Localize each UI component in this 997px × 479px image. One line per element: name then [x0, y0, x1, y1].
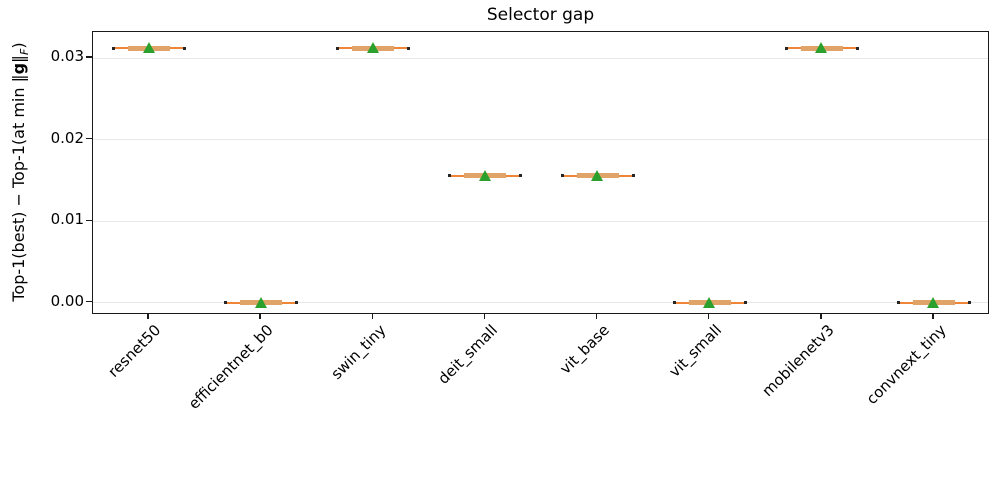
y-axis-label: Top-1(best) − Top-1(at min ‖g‖F) — [9, 42, 31, 301]
cap-right — [295, 301, 299, 305]
cap-left — [896, 301, 900, 305]
mean-marker-icon — [815, 42, 828, 54]
cap-right — [407, 46, 411, 50]
chart-title: Selector gap — [486, 5, 595, 25]
x-tick — [483, 314, 486, 319]
cap-left — [560, 174, 564, 178]
x-tick — [147, 314, 149, 319]
y-tick-label: 0.00 — [50, 291, 84, 310]
x-tick-label: vit_small — [665, 321, 726, 381]
x-tick — [371, 314, 373, 319]
cap-right — [631, 174, 635, 178]
cap-left — [112, 46, 116, 50]
cap-right — [855, 46, 859, 50]
cap-right — [743, 301, 747, 305]
cap-left — [336, 46, 340, 50]
gridline — [93, 220, 988, 222]
mean-marker-icon — [366, 42, 379, 54]
x-tick — [820, 314, 822, 319]
y-tick-label: 0.01 — [50, 210, 84, 229]
cap-left — [224, 301, 228, 305]
mean-marker-icon — [142, 42, 155, 54]
gridline — [93, 57, 988, 59]
cap-right — [519, 174, 523, 178]
y-axis-label-text: Top-1(best) − Top-1(at min — [8, 82, 28, 302]
y-tick — [86, 301, 92, 303]
norm-close: ‖ — [8, 54, 28, 63]
y-tick — [86, 137, 92, 140]
x-tick — [595, 314, 598, 319]
mean-marker-icon — [254, 296, 267, 308]
x-tick-label: swin_tiny — [327, 321, 390, 384]
norm-g: g — [8, 62, 28, 75]
mean-marker-icon — [703, 296, 716, 308]
x-tick — [259, 314, 261, 319]
mean-marker-icon — [591, 169, 604, 181]
x-tick-label: resnet50 — [104, 321, 165, 381]
y-axis-label-suffix: ) — [8, 42, 28, 49]
y-tick-label: 0.03 — [50, 47, 84, 66]
cap-left — [448, 174, 452, 178]
x-tick-label: mobilenetv3 — [758, 321, 838, 401]
gridline — [93, 302, 988, 304]
x-tick — [707, 314, 710, 319]
y-tick-label: 0.02 — [50, 128, 84, 147]
y-tick — [86, 56, 92, 58]
mean-marker-icon — [927, 296, 940, 308]
x-tick-label: vit_base — [556, 321, 614, 378]
y-tick — [86, 219, 92, 221]
plot-area — [92, 31, 989, 314]
x-tick-label: efficientnet_b0 — [185, 321, 277, 413]
cap-left — [672, 301, 676, 305]
x-tick-label: deit_small — [434, 321, 502, 388]
x-tick-label: convnext_tiny — [862, 321, 950, 408]
cap-left — [784, 46, 788, 50]
norm-open: ‖ — [8, 74, 28, 83]
x-tick — [932, 314, 934, 319]
mean-marker-icon — [478, 169, 491, 181]
gridline — [93, 139, 988, 141]
cap-right — [183, 46, 187, 50]
cap-right — [967, 301, 971, 305]
